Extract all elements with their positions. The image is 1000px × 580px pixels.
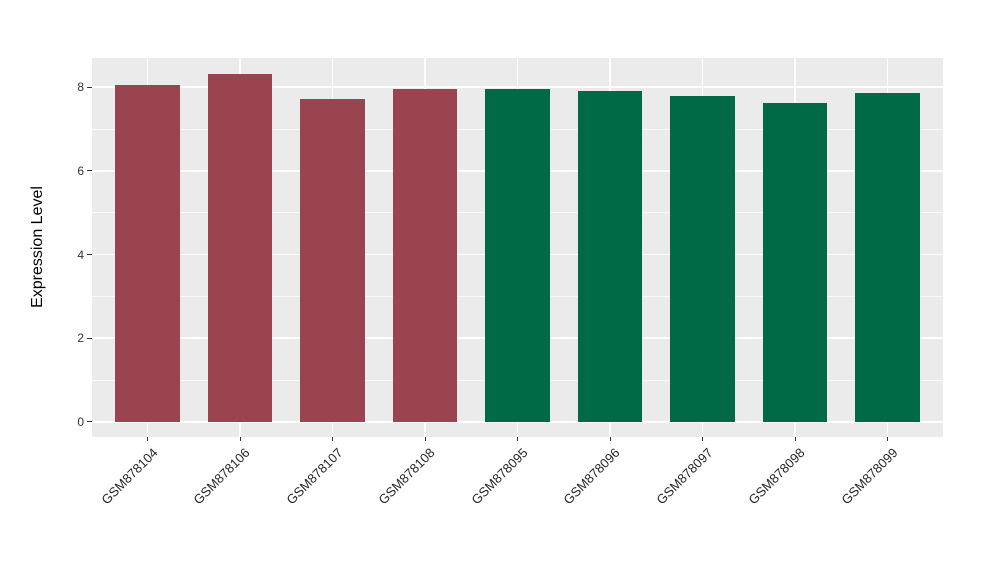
x-tick-label: GSM878099 [837, 445, 901, 508]
bar-GSM878106 [207, 74, 273, 422]
y-tick-mark [87, 337, 92, 339]
bar-GSM878104 [115, 84, 180, 422]
y-tick-label: 8 [77, 80, 84, 95]
y-tick-label: 2 [77, 331, 84, 346]
y-tick-label: 0 [77, 414, 84, 429]
bar-GSM878099 [855, 92, 920, 422]
bar-GSM878098 [762, 103, 828, 422]
y-tick-mark [87, 170, 92, 172]
x-tick-mark [332, 437, 333, 441]
plot-panel [92, 58, 943, 437]
bar-GSM878095 [485, 89, 550, 422]
x-tick-mark [239, 437, 241, 441]
x-tick-mark [147, 437, 148, 441]
x-tick-mark [702, 437, 703, 441]
y-tick-label: 6 [77, 163, 84, 178]
y-tick-mark [87, 254, 92, 256]
y-tick-mark [87, 421, 92, 423]
x-tick-mark [794, 437, 796, 441]
x-tick-mark [887, 437, 888, 441]
y-tick-mark [87, 86, 92, 88]
gridline-major [92, 421, 943, 423]
x-tick-mark [517, 437, 518, 441]
gridline-major [92, 86, 943, 89]
y-axis-title: Expression Level [29, 186, 46, 308]
bar-GSM878096 [577, 91, 643, 422]
x-tick-mark [424, 437, 426, 441]
bar-GSM878107 [300, 99, 365, 422]
bar-GSM878097 [670, 96, 735, 422]
bar-GSM878108 [392, 89, 458, 422]
y-tick-label: 4 [77, 247, 84, 262]
x-tick-mark [609, 437, 611, 441]
